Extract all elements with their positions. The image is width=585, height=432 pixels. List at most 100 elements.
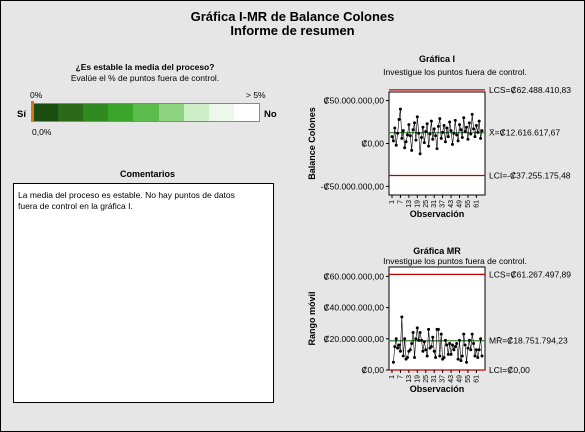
i-chart-point — [452, 131, 456, 135]
i-chart-xtick-label: 43 — [448, 200, 455, 208]
gauge-question: ¿Es estable la media del proceso? — [75, 62, 215, 72]
i-chart-point — [456, 139, 460, 143]
mr-chart-point — [432, 349, 436, 353]
mr-chart-plot-area — [388, 266, 486, 371]
mr-chart-xtick-label: 37 — [440, 375, 447, 383]
mr-chart-point — [401, 354, 405, 358]
i-chart-point — [424, 129, 428, 133]
mr-chart-point — [456, 357, 460, 361]
i-chart-point — [472, 127, 476, 131]
mr-chart-point — [453, 345, 457, 349]
mr-chart-subtitle: Investigue los puntos fuera de control. — [383, 256, 527, 266]
gauge-segment-4 — [108, 104, 134, 121]
i-chart-point — [474, 123, 478, 127]
i-chart-point — [394, 143, 398, 147]
mr-chart-xtick-label: 49 — [457, 375, 464, 383]
mr-chart-point — [411, 331, 415, 335]
mr-chart-point — [394, 337, 398, 341]
i-chart-point — [410, 148, 414, 152]
mr-chart-point — [421, 349, 425, 353]
i-chart-point — [400, 136, 404, 140]
i-chart-point — [422, 141, 426, 145]
mr-chart-ucl-label: LCS=₡61.267.497,89 — [489, 269, 571, 279]
i-chart-point — [446, 135, 450, 139]
i-chart-point — [420, 135, 424, 139]
gauge-yes-label: Sí — [17, 109, 26, 120]
gauge-segment-6 — [158, 104, 184, 121]
report-subtitle: Informe de resumen — [230, 23, 355, 38]
i-chart-xlabel: Observación — [410, 209, 465, 219]
mr-chart-ytick-label: ₡40.000.000,00 — [324, 303, 385, 313]
i-chart-point — [397, 117, 401, 121]
mr-chart-point — [410, 341, 414, 345]
mr-chart-point — [400, 315, 404, 319]
i-chart-ytick-label: ₡50.000.000,00 — [324, 96, 385, 106]
i-chart-point — [480, 129, 484, 133]
i-chart-ytick-label: ₡0,00 — [361, 139, 384, 149]
mr-chart-point — [418, 331, 422, 335]
gauge-value-marker — [31, 101, 34, 122]
i-chart-point — [435, 147, 439, 151]
i-chart-point — [450, 142, 454, 146]
gauge-segment-2 — [58, 104, 84, 121]
mr-chart-point — [417, 338, 421, 342]
i-chart-point — [462, 116, 466, 120]
mr-chart-xtick-label: 43 — [448, 375, 455, 383]
mr-chart-point — [448, 341, 452, 345]
mr-chart-point — [452, 348, 456, 352]
i-chart-xtick-label: 1 — [389, 200, 396, 204]
mr-chart-lcl-label: LCI=₡0,00 — [489, 365, 530, 375]
i-chart-point — [401, 129, 405, 133]
mr-chart-point — [477, 348, 481, 352]
i-chart-xtick-label: 37 — [440, 200, 447, 208]
mr-chart-point — [455, 341, 459, 345]
mr-chart-point — [408, 348, 412, 352]
report-title: Gráfica I-MR de Balance Colones — [190, 9, 395, 24]
i-chart-point — [455, 133, 459, 137]
i-chart-xtick-label: 25 — [423, 200, 430, 208]
mr-chart-point — [397, 343, 401, 347]
mr-chart-point — [439, 332, 443, 336]
i-chart-point — [429, 119, 433, 123]
i-chart-point — [411, 128, 415, 132]
mr-chart-point — [467, 338, 471, 342]
mr-chart-point — [474, 348, 478, 352]
mr-chart-point — [391, 360, 395, 364]
i-chart-xtick-label: 31 — [431, 200, 438, 208]
mr-chart-point — [476, 356, 480, 360]
i-chart-point — [417, 131, 421, 135]
mr-chart-xtick-label: 61 — [473, 375, 480, 383]
gauge-value-label: 0,0% — [32, 127, 52, 137]
i-chart-point — [414, 138, 418, 142]
i-chart-ucl-label: LCS=₡62.488.410,83 — [489, 85, 571, 95]
mr-chart-point — [462, 332, 466, 336]
i-chart-point — [390, 135, 394, 139]
i-chart-point — [463, 129, 467, 133]
mr-chart-point — [480, 354, 484, 358]
gauge-segment-1 — [33, 104, 59, 121]
i-chart-point — [469, 132, 473, 136]
i-chart-lcl-label: LCI=-₡37.255.175,48 — [489, 170, 571, 180]
mr-chart-point — [459, 359, 463, 363]
mr-chart-point — [450, 343, 454, 347]
i-chart-point — [476, 130, 480, 134]
i-chart-center-label: X̄=₡12.616.617,67 — [489, 128, 560, 138]
i-chart-point — [453, 118, 457, 122]
mr-chart-point — [446, 352, 450, 356]
mr-chart-xtick-label: 25 — [423, 375, 430, 383]
mr-chart-point — [469, 348, 473, 352]
mr-chart-title: Gráfica MR — [413, 246, 461, 256]
i-chart-subtitle: Investigue los puntos fuera de control. — [383, 67, 527, 77]
mr-chart-point — [420, 338, 424, 342]
mr-chart-xtick-label: 13 — [406, 375, 413, 383]
mr-chart-point — [442, 356, 446, 360]
i-chart-xtick-label: 7 — [397, 200, 404, 204]
mr-chart-point — [466, 346, 470, 350]
i-chart-point — [434, 134, 438, 138]
i-chart-xtick-label: 13 — [406, 200, 413, 208]
i-chart-point — [445, 126, 449, 130]
mr-chart-point — [445, 343, 449, 347]
i-chart-plot-area — [388, 91, 486, 196]
i-chart-point — [477, 119, 481, 123]
